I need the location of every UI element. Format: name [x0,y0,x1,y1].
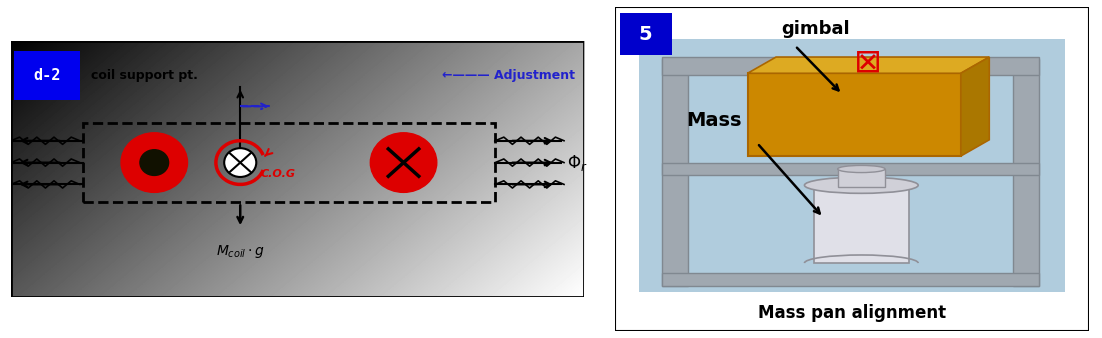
Circle shape [370,133,436,192]
Text: d-2: d-2 [33,68,61,83]
Text: $M_{coil} \cdot g$: $M_{coil} \cdot g$ [216,243,264,260]
Bar [662,273,1039,286]
Bar [662,163,1039,175]
Bar [14,51,79,100]
Circle shape [140,150,169,175]
Text: $\Phi_r$: $\Phi_r$ [566,152,587,173]
Polygon shape [961,57,990,156]
Bar [619,13,672,55]
Circle shape [224,148,257,177]
Text: gimbal: gimbal [780,21,850,39]
Bar [662,59,689,286]
Text: $\boxtimes$: $\boxtimes$ [853,45,879,78]
Text: 5: 5 [639,25,652,44]
Bar [838,169,885,187]
Text: coil support pt.: coil support pt. [91,69,198,82]
Ellipse shape [838,165,885,173]
Text: C.O.G: C.O.G [260,169,295,179]
Bar [639,39,1065,292]
Bar [662,57,1039,75]
Bar [814,185,909,263]
Ellipse shape [804,177,918,193]
Text: Mass pan alignment: Mass pan alignment [758,305,946,322]
Bar [1013,59,1039,286]
Text: ←——— Adjustment: ←——— Adjustment [443,69,575,82]
Polygon shape [747,57,990,73]
Bar [83,123,495,202]
Bar [747,73,961,156]
Text: Mass: Mass [685,111,742,130]
Circle shape [121,133,187,192]
